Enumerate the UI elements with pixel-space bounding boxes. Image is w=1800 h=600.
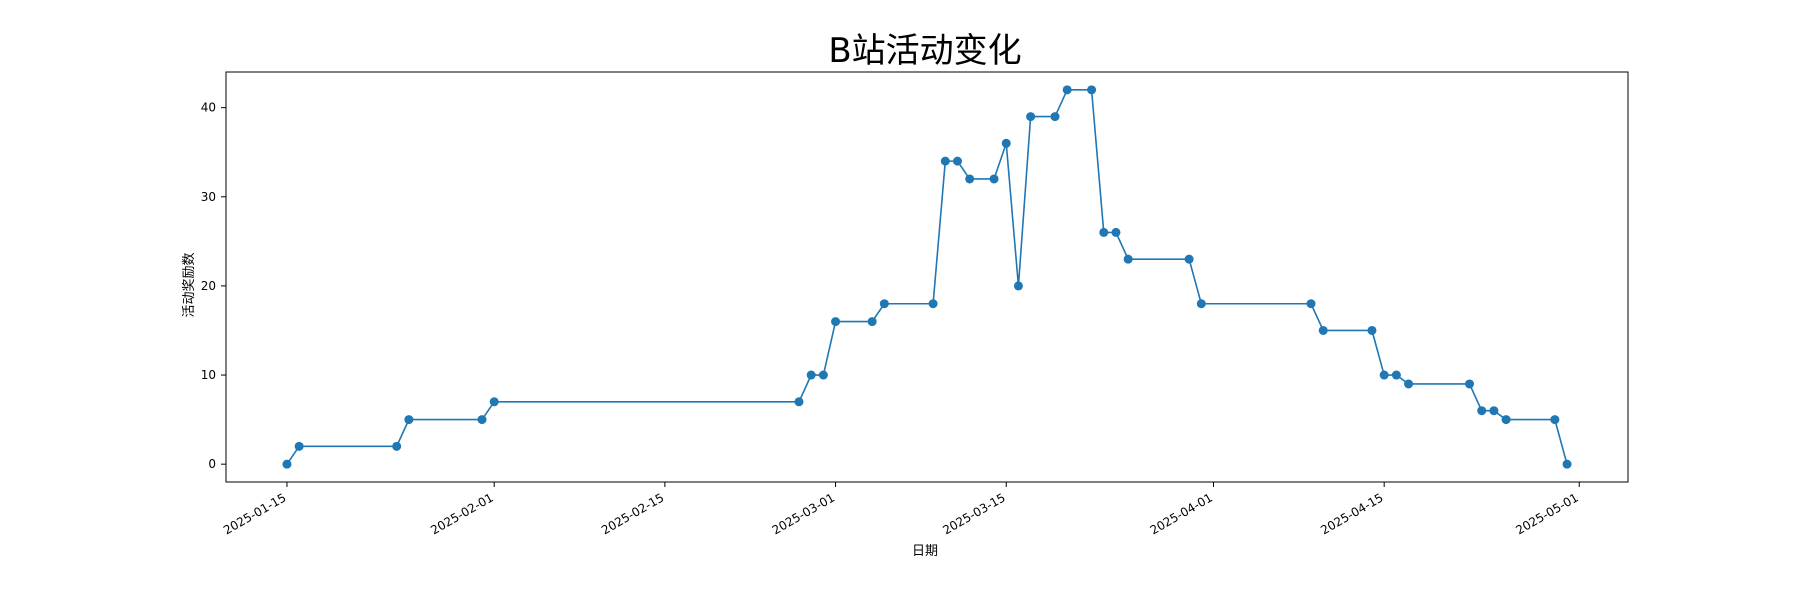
data-point [1404,379,1414,389]
data-point [952,156,962,166]
y-tick-label: 10 [201,368,216,382]
x-tick-label: 2025-05-01 [1513,490,1580,537]
x-tick-label: 2025-03-01 [770,490,837,537]
y-tick-label: 20 [201,279,216,293]
data-point [1196,299,1206,309]
data-point [1062,85,1072,95]
series-line [286,89,1568,465]
x-tick-label: 2025-02-01 [428,490,495,537]
data-point [794,397,804,407]
data-point [404,415,414,425]
x-axis-label: 日期 [912,544,938,559]
data-point [965,174,975,184]
data-point [1123,254,1133,264]
x-tick-label: 2025-04-01 [1148,490,1215,537]
data-point [1087,85,1097,95]
data-point [392,441,402,451]
data-point [1477,406,1487,416]
data-point [940,156,950,166]
data-point [1099,227,1109,237]
data-point [489,397,499,407]
data-point [1391,370,1401,380]
data-point [1550,415,1560,425]
data-point [1501,415,1511,425]
data-point [831,317,841,327]
data-point [928,299,938,309]
plot-area: 0 10 20 30 40 2025-01-15 2025-02-01 2025-02-15 2… [201,71,1629,537]
data-point [1050,112,1060,122]
y-tick-label: 0 [208,457,216,471]
data-point [1562,459,1572,469]
y-tick-label: 30 [201,190,216,204]
y-tick-label: 40 [201,101,216,115]
data-point [1013,281,1023,291]
y-axis-label: 活动奖励数 [182,252,197,317]
x-tick-label: 2025-04-15 [1318,490,1385,537]
plot-frame [225,71,1629,483]
chart-title: B站活动变化 [828,31,1021,71]
data-point [1465,379,1475,389]
data-point [1318,325,1328,335]
data-point [1306,299,1316,309]
data-point [867,317,877,327]
data-point [1379,370,1389,380]
data-point [1184,254,1194,264]
data-point [879,299,889,309]
x-tick-label: 2025-01-15 [221,490,288,537]
data-point [294,441,304,451]
data-point [1111,227,1121,237]
data-point [818,370,828,380]
x-tick-label: 2025-03-15 [940,490,1007,537]
data-point [1367,325,1377,335]
data-point [477,415,487,425]
data-point [989,174,999,184]
x-tick-label: 2025-02-15 [599,490,666,537]
data-point [806,370,816,380]
data-point [1489,406,1499,416]
data-point [282,459,292,469]
data-point [1001,138,1011,148]
data-point [1026,112,1036,122]
